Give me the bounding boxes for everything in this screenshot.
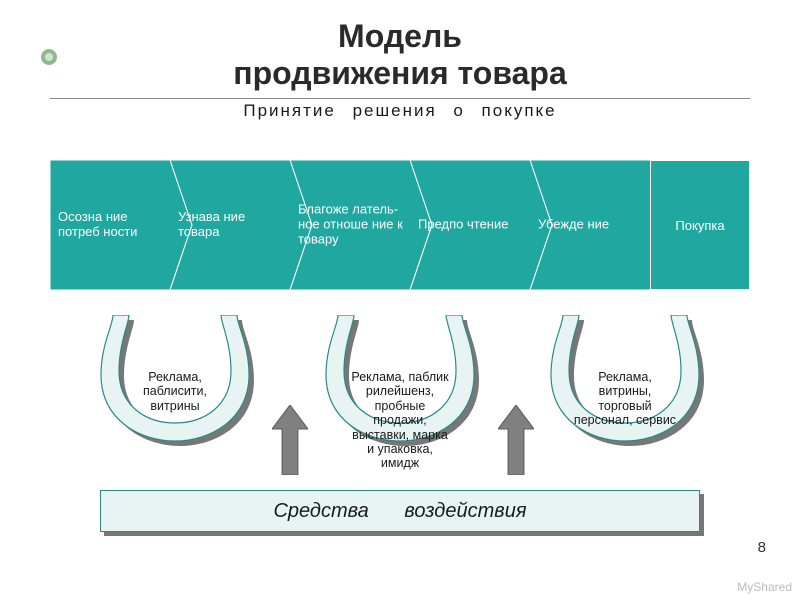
slide-bullet xyxy=(40,48,58,66)
process-step-label: Благоже латель- ное отноше ние к товару xyxy=(298,203,410,248)
title-line-2: продвижения товара xyxy=(0,55,800,92)
watermark: MyShared xyxy=(737,580,792,594)
influence-means-row: Реклама, паблисити, витрины Реклама, пабл… xyxy=(0,295,800,460)
influence-bucket-0: Реклама, паблисити, витрины xyxy=(95,315,255,445)
influence-bucket-2: Реклама, витрины, торговый персонал, сер… xyxy=(545,315,705,445)
influence-bucket-label: Реклама, паблик рилейшенз, пробные прода… xyxy=(348,370,452,471)
title-divider xyxy=(50,98,750,99)
subtitle: Принятие решения о покупке xyxy=(0,101,800,121)
process-step-label: Узнава ние товара xyxy=(178,210,290,240)
influence-bucket-label: Реклама, паблисити, витрины xyxy=(123,370,227,413)
process-step-label: Осозна ние потреб ности xyxy=(58,210,170,240)
decision-process-row: Осозна ние потреб ности Узнава ние товара… xyxy=(50,160,750,290)
process-step-label: Покупка xyxy=(675,218,724,233)
process-step-label: Предпо чтение xyxy=(418,218,530,233)
influence-bucket-1: Реклама, паблик рилейшенз, пробные прода… xyxy=(320,315,480,445)
up-arrow-1 xyxy=(498,405,534,470)
process-step-label: Убежде ние xyxy=(538,218,650,233)
process-step-last: Покупка xyxy=(650,160,750,290)
bottom-bar: Средства воздействия xyxy=(100,490,700,532)
slide-number: 8 xyxy=(758,539,766,556)
up-arrow-0 xyxy=(272,405,308,470)
title-line-1: Модель xyxy=(0,18,800,55)
influence-bucket-label: Реклама, витрины, торговый персонал, сер… xyxy=(573,370,677,428)
bottom-bar-label: Средства воздействия xyxy=(273,500,526,523)
title-block: Модель продвижения товара xyxy=(0,0,800,92)
